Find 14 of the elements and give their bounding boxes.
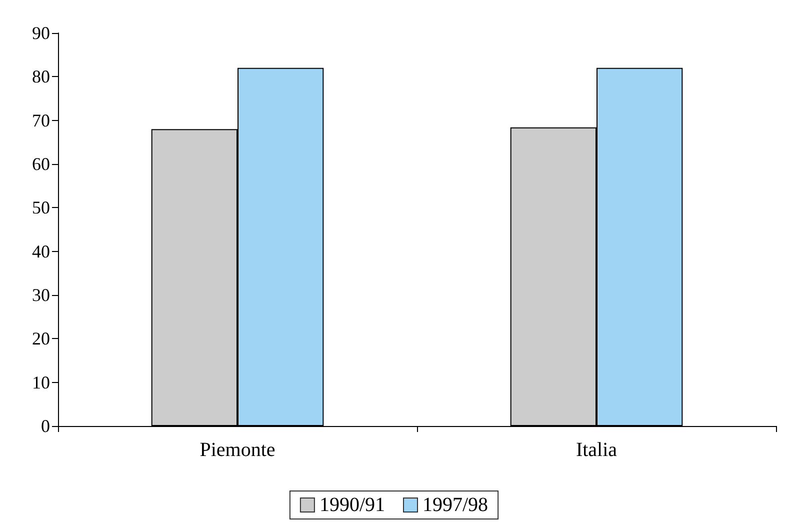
y-tick-label: 40 bbox=[32, 241, 50, 262]
y-tick-label: 80 bbox=[32, 66, 50, 87]
y-tick-label: 60 bbox=[32, 154, 50, 174]
legend-label: 1997/98 bbox=[422, 494, 488, 516]
y-tick-label: 90 bbox=[32, 23, 50, 43]
y-tick-label: 10 bbox=[32, 372, 50, 392]
x-tick-label: Piemonte bbox=[200, 439, 276, 461]
y-tick-label: 20 bbox=[32, 328, 50, 349]
x-tick-label: Italia bbox=[576, 439, 618, 461]
y-tick-label: 70 bbox=[32, 110, 50, 130]
y-tick-label: 50 bbox=[32, 198, 50, 218]
y-tick-label: 30 bbox=[32, 285, 50, 305]
legend-label: 1990/91 bbox=[319, 494, 386, 516]
y-tick-label: 0 bbox=[41, 416, 50, 436]
